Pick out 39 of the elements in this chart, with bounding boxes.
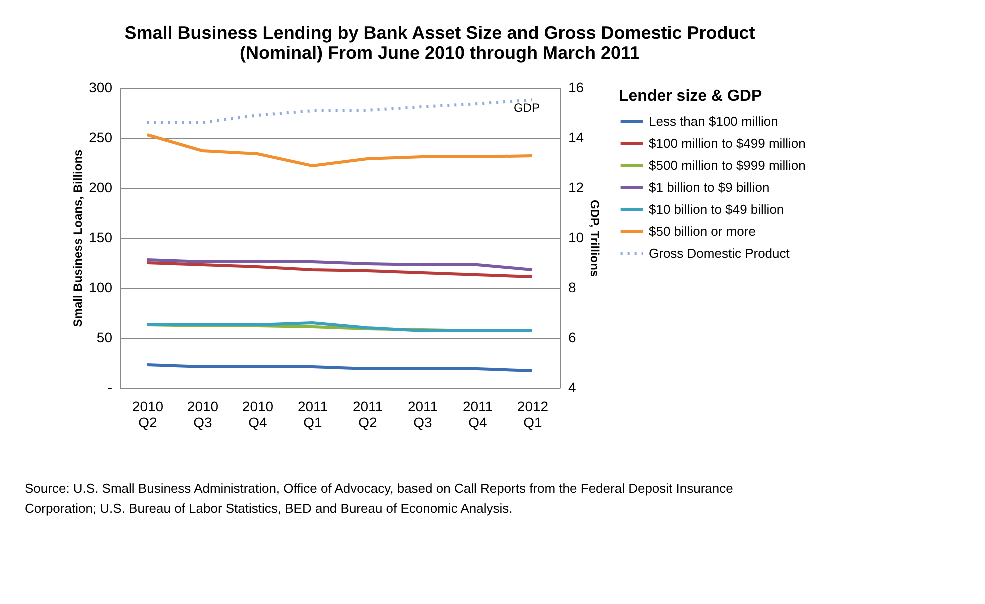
source-note: Source: U.S. Small Business Administration, Office of Advocacy, based on Call Reports from the Federal Deposit Insurance Corporation; U.S. Bureau of Labor Statistics, BED and Bureau of Economic Analysis. [25,481,734,516]
x-tick-label: 2011 Q3 [408,398,438,430]
legend-title: Lender size & GDP [619,88,762,105]
chart-title: Small Business Lending by Bank Asset Size and Gross Domestic Product (Nominal) From June 2010 through March 2011 [124,23,756,63]
y2-tick-label: 12 [568,180,584,196]
x-tick-label: 2010 Q3 [187,398,219,430]
y-tick-label: 250 [89,130,113,146]
legend-label: $50 billion or more [649,224,756,239]
line-series [146,258,534,272]
x-tick-label: 2011 Q1 [298,398,328,430]
y2-tick-label: 10 [568,230,584,246]
legend-label: Less than $100 million [649,114,778,129]
x-tick-label: 2010 Q2 [132,398,164,430]
y-tick-label: 300 [89,80,113,96]
x-tick-label: 2012 Q1 [517,398,549,430]
y2-axis-title: GDP, Trillions [588,200,602,278]
line-series [146,262,534,278]
y2-tick-label: 4 [568,380,576,396]
legend-label: $10 billion to $49 billion [649,202,784,217]
y-tick-label: 50 [96,330,113,346]
y-tick-label: 150 [89,230,113,246]
legend-label: $1 billion to $9 billion [649,180,770,195]
y-tick-label: 100 [89,280,113,296]
line-series [146,134,534,168]
x-tick-label: 2010 Q4 [242,398,274,430]
y-tick-label: - [108,380,113,396]
x-tick-label: 2011 Q2 [352,398,384,430]
annotation: GDP [514,101,540,115]
x-tick-label: 2011 Q4 [462,398,494,430]
y-axis-title: Small Business Loans, Billions [71,149,86,328]
y2-tick-label: 6 [568,330,576,346]
y2-tick-label: 8 [568,280,576,296]
line-series [146,364,534,372]
legend-label: $100 million to $499 million [649,136,806,151]
y-tick-label: 200 [89,180,113,196]
y2-tick-label: 14 [568,130,584,146]
y2-tick-label: 16 [568,80,584,96]
legend-label: Gross Domestic Product [649,246,790,261]
legend-label: $500 million to $999 million [649,158,806,173]
